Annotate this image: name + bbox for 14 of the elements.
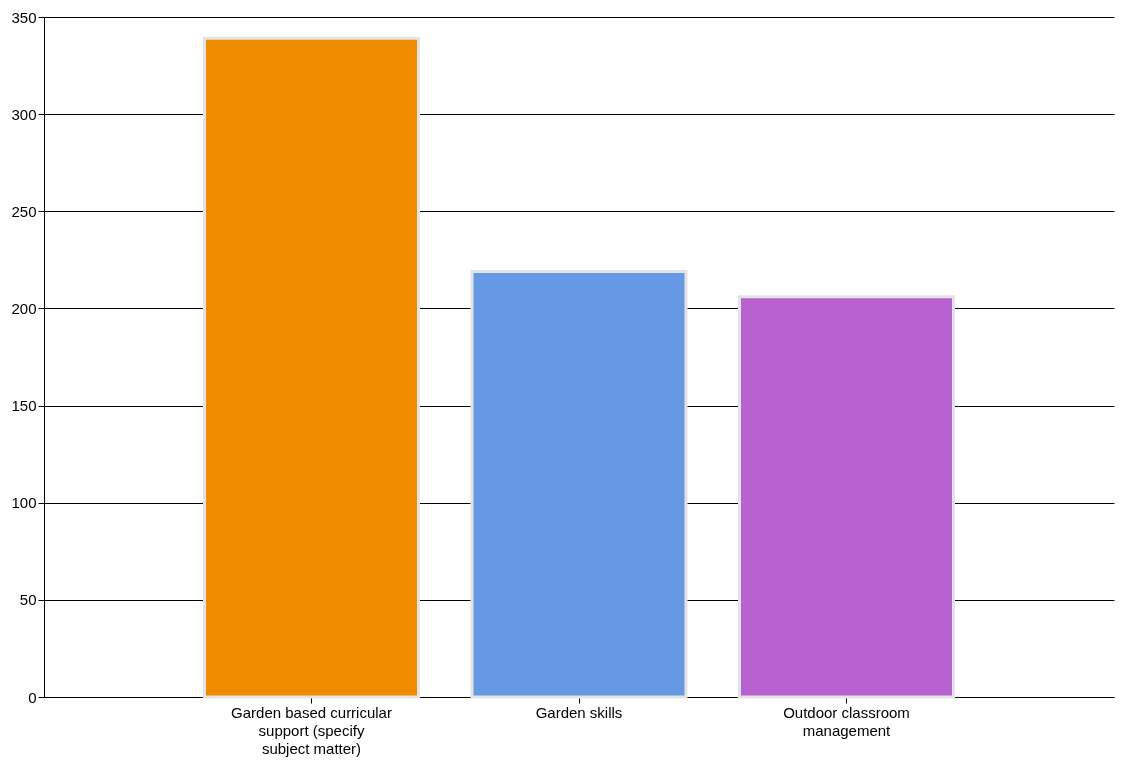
bar bbox=[203, 36, 420, 699]
x-tick-label: Outdoor classroom management bbox=[783, 703, 910, 739]
y-tick-label: 100 bbox=[11, 494, 37, 512]
y-tick-label: 0 bbox=[28, 688, 37, 706]
bar bbox=[470, 270, 688, 699]
y-tick-label: 300 bbox=[11, 105, 37, 123]
x-tick-label: Garden based curricular support (specify subject matter) bbox=[231, 703, 392, 757]
bar bbox=[738, 295, 955, 699]
x-tick-label: Garden skills bbox=[535, 703, 623, 721]
y-tick-label: 150 bbox=[11, 397, 37, 415]
y-tick-label: 200 bbox=[11, 299, 37, 317]
y-tick-label: 350 bbox=[11, 8, 37, 26]
y-tick-label: 250 bbox=[11, 202, 37, 220]
y-tick-label: 50 bbox=[19, 591, 37, 609]
